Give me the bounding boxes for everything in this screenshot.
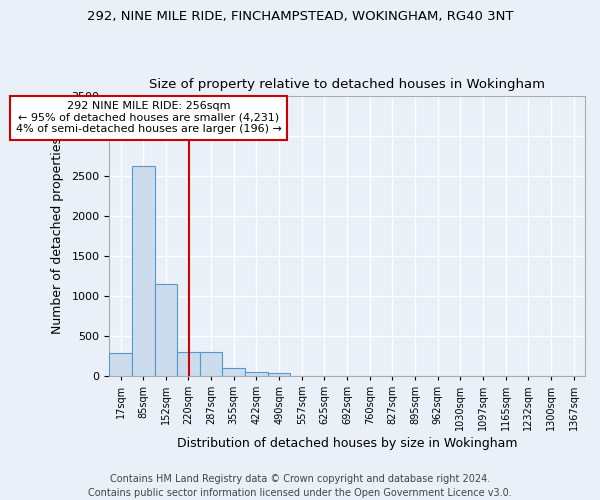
Bar [245, 372, 268, 376]
Text: Contains HM Land Registry data © Crown copyright and database right 2024.
Contai: Contains HM Land Registry data © Crown c… [88, 474, 512, 498]
Bar [155, 284, 177, 376]
Text: 292, NINE MILE RIDE, FINCHAMPSTEAD, WOKINGHAM, RG40 3NT: 292, NINE MILE RIDE, FINCHAMPSTEAD, WOKI… [87, 10, 513, 23]
Bar [109, 353, 132, 376]
Bar [132, 166, 155, 376]
Text: 292 NINE MILE RIDE: 256sqm
← 95% of detached houses are smaller (4,231)
4% of se: 292 NINE MILE RIDE: 256sqm ← 95% of deta… [16, 102, 282, 134]
Bar [177, 352, 200, 376]
Title: Size of property relative to detached houses in Wokingham: Size of property relative to detached ho… [149, 78, 545, 91]
X-axis label: Distribution of detached houses by size in Wokingham: Distribution of detached houses by size … [177, 437, 517, 450]
Bar [268, 373, 290, 376]
Bar [200, 352, 223, 376]
Bar [223, 368, 245, 376]
Y-axis label: Number of detached properties: Number of detached properties [52, 138, 64, 334]
